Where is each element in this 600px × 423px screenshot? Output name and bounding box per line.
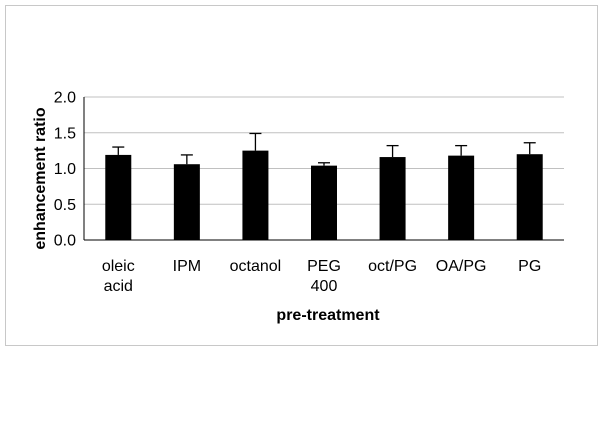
bar [379,157,406,240]
y-tick-label: 1.0 [54,161,76,178]
bar [242,150,269,240]
x-tick-label: PEG 400 [307,258,341,295]
chart-frame [5,5,598,346]
y-tick-label: 0.5 [54,197,76,214]
y-tick-label: 2.0 [54,90,76,107]
y-axis-title: enhancement ratio [32,107,49,249]
bar [311,165,337,240]
error-bars [112,132,536,166]
y-tick-label: 1.5 [54,125,76,142]
y-tick-labels: 0.0 0.5 1.0 1.5 2.0 [54,90,76,250]
y-tick-label: 0.0 [54,233,76,250]
bar [173,164,200,240]
x-tick-label: octanol [230,258,282,275]
x-tick-label: IPM [173,258,201,275]
bar [516,154,543,240]
x-axis-title: pre-treatment [276,307,380,324]
bars [105,150,543,240]
x-tick-label: PG [518,258,541,275]
bar [105,154,132,240]
x-tick-labels: oleic acid IPM octanol PEG 400 oct/PG OA/PG PG [102,258,541,295]
bar [448,155,475,240]
axes [83,97,564,241]
x-tick-label: oct/PG [368,258,417,275]
x-tick-label: oleic acid [102,258,135,295]
x-tick-label: OA/PG [436,258,487,275]
